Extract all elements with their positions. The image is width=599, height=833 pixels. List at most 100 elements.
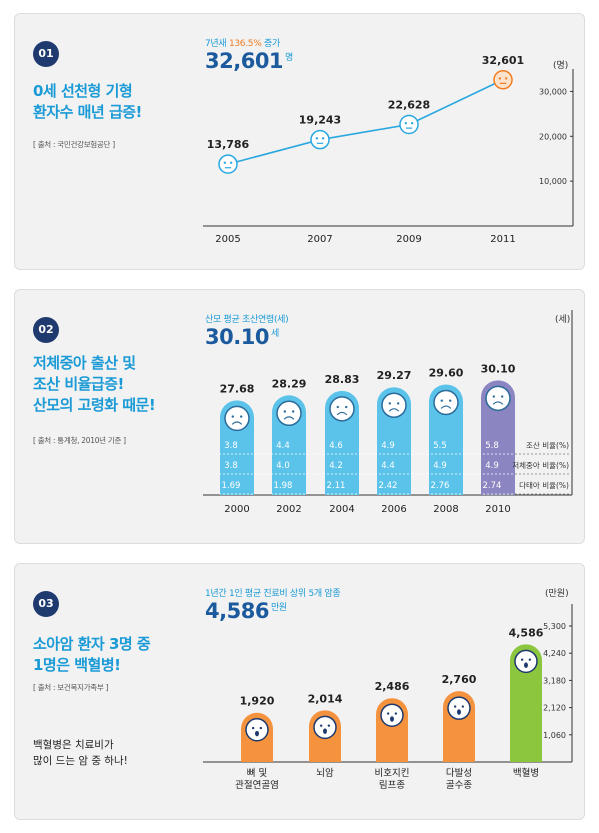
- line-chart: 10,000 20,000 30,000 13,786 2005 19,243 2007 22…: [203, 54, 574, 245]
- panel-headline: 0세 선천형 기형 환자수 매년 급증!: [33, 81, 193, 123]
- face-eye-icon: [461, 705, 465, 708]
- face-eye-icon: [315, 137, 319, 140]
- y-tick-label: 10,000: [539, 177, 567, 186]
- face-icon: [224, 405, 250, 432]
- face-eye-icon: [231, 415, 234, 418]
- data-label: 28.29: [272, 377, 307, 390]
- face-eye-icon: [397, 402, 400, 405]
- y-tick-label: 1,060: [543, 731, 566, 740]
- face-eye-icon: [223, 161, 227, 165]
- data-label: 13,786: [207, 138, 250, 151]
- y-unit-label: (만원): [545, 589, 569, 599]
- headline-unit: 세: [270, 329, 279, 339]
- face-eye-icon: [449, 399, 452, 402]
- data-label: 2,014: [308, 692, 343, 705]
- table-cell: 3.8: [224, 441, 238, 451]
- data-label: 2,760: [442, 673, 477, 686]
- data-label: 28.83: [325, 373, 360, 386]
- table-cell: 5.5: [433, 441, 447, 451]
- headline-value: 30.10 세: [205, 325, 279, 349]
- face-eye-icon: [259, 726, 263, 730]
- y-tick-label: 5,300: [543, 622, 566, 631]
- bar: [429, 384, 463, 495]
- x-tick-label: 골수종: [446, 780, 472, 791]
- bar-base: [429, 475, 463, 495]
- x-tick-label: 2005: [215, 234, 240, 245]
- face-eye-icon: [528, 658, 532, 661]
- face-mouth-icon: [283, 416, 295, 420]
- face-icon: [485, 385, 511, 412]
- face-icon: [433, 389, 459, 416]
- subtitle-prefix: 7년새: [205, 39, 229, 49]
- table-cell: 2.42: [379, 481, 398, 491]
- data-label: 19,243: [299, 114, 341, 127]
- x-tick-label: 백혈병: [513, 767, 539, 779]
- table-cell: 2.74: [483, 481, 502, 491]
- data-label: 22,628: [388, 98, 430, 111]
- table-row-label: 저체중아 비율(%): [512, 460, 569, 470]
- face-icon: [245, 717, 269, 742]
- headline-line: 조산 비율급증!: [33, 375, 124, 393]
- source-text: [ 출처 : 통계청, 2010년 기준 ]: [33, 436, 126, 445]
- face-mouth-icon: [255, 730, 259, 737]
- face-eye-icon: [440, 399, 443, 402]
- x-tick-label: 뼈 및: [247, 767, 268, 779]
- panel-headline: 소아암 환자 3명 중 1명은 백혈병!: [33, 634, 193, 676]
- data-label: 27.68: [220, 382, 255, 395]
- face-eye-icon: [410, 121, 414, 125]
- note-line: 백혈병은 치료비가: [33, 739, 114, 751]
- face-mouth-icon: [388, 408, 400, 412]
- face-eye-icon: [386, 712, 390, 715]
- data-label: 4,586: [509, 626, 544, 639]
- face-eye-icon: [251, 726, 255, 730]
- headline-line: 환자수 매년 급증!: [33, 103, 142, 121]
- data-label: 32,601: [482, 54, 524, 67]
- face-eye-icon: [345, 405, 348, 409]
- table-cell: 1.98: [274, 481, 293, 491]
- table-cell: 4.6: [329, 441, 343, 451]
- bar-base: [510, 746, 542, 762]
- bar: [510, 644, 542, 762]
- x-tick-label: 2010: [485, 504, 510, 515]
- y-tick-label: 20,000: [539, 132, 567, 141]
- face-eye-icon: [520, 658, 524, 661]
- panel-number-badge: 01: [33, 41, 59, 67]
- x-tick-label: 림프종: [379, 779, 405, 791]
- headline-number: 32,601: [205, 49, 284, 73]
- face-icon: [310, 129, 330, 150]
- table-cell: 4.9: [485, 461, 499, 471]
- bar-base: [309, 746, 341, 762]
- face-icon: [380, 703, 404, 727]
- subtitle: 산모 평균 초산연령(세): [205, 315, 289, 325]
- face-icon: [329, 396, 355, 422]
- headline-line: 0세 선천형 기형: [33, 82, 133, 100]
- face-eye-icon: [240, 415, 243, 418]
- y-tick-label: 3,180: [543, 676, 566, 685]
- bar-chart: 27.68 2000 28.29 2002 28.83 2004 29.27 2006 29.6…: [203, 310, 573, 515]
- face-eye-icon: [492, 395, 495, 398]
- face-eye-icon: [504, 77, 508, 80]
- face-mouth-icon: [323, 728, 327, 734]
- panel-number-badge: 02: [33, 317, 59, 343]
- bar-base: [325, 475, 359, 495]
- subtitle: 1년간 1인 평균 진료비 상위 5개 암종: [205, 589, 341, 599]
- source-text: [ 출처 : 보건복지가족부 ]: [33, 683, 109, 692]
- source-text: [ 출처 : 국민건강보험공단 ]: [33, 140, 115, 149]
- table-cell: 5.8: [485, 441, 499, 451]
- face-eye-icon: [283, 410, 286, 413]
- y-tick-label: 2,120: [543, 704, 566, 713]
- x-tick-label: 뇌암: [316, 767, 334, 779]
- face-icon: [493, 70, 513, 90]
- bar-base: [443, 746, 475, 762]
- headline-line: 산모의 고령화 때문!: [33, 396, 156, 414]
- headline-number: 4,586: [205, 599, 269, 623]
- table-cell: 4.9: [381, 441, 395, 451]
- x-tick-label: 다발성: [446, 768, 472, 779]
- face-eye-icon: [327, 724, 331, 727]
- data-label: 2,486: [375, 680, 410, 693]
- headline-line: 소아암 환자 3명 중: [33, 635, 151, 653]
- table-cell: 2.11: [327, 481, 346, 491]
- data-label: 1,920: [240, 695, 275, 708]
- table-cell: 2.76: [431, 481, 450, 491]
